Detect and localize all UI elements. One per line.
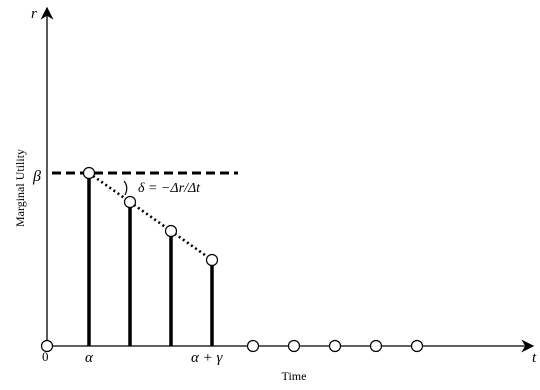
alpha-plus-gamma-label: α + γ bbox=[191, 350, 223, 366]
axis-point-1 bbox=[246, 339, 260, 353]
decline-dotted-line bbox=[88, 171, 213, 262]
origin-label: 0 bbox=[42, 349, 49, 364]
point-3 bbox=[164, 224, 178, 238]
axis-point-origin bbox=[40, 339, 54, 353]
y-axis-symbol: r bbox=[31, 6, 37, 22]
slope-annotation: δ = −Δr/Δt bbox=[138, 181, 201, 196]
beta-label: β bbox=[32, 168, 41, 185]
axis-point-5 bbox=[410, 339, 424, 353]
axis-point-3 bbox=[328, 339, 342, 353]
y-axis-label: Marginal Utility bbox=[13, 149, 27, 227]
x-axis-label: Time bbox=[282, 369, 307, 383]
alpha-label: α bbox=[85, 350, 94, 366]
axis-point-4 bbox=[369, 339, 383, 353]
point-2 bbox=[123, 195, 137, 209]
x-axis-symbol: t bbox=[532, 350, 537, 366]
axis-point-2 bbox=[287, 339, 301, 353]
point-1 bbox=[82, 166, 96, 180]
angle-arc bbox=[123, 180, 128, 196]
point-4 bbox=[205, 253, 219, 267]
